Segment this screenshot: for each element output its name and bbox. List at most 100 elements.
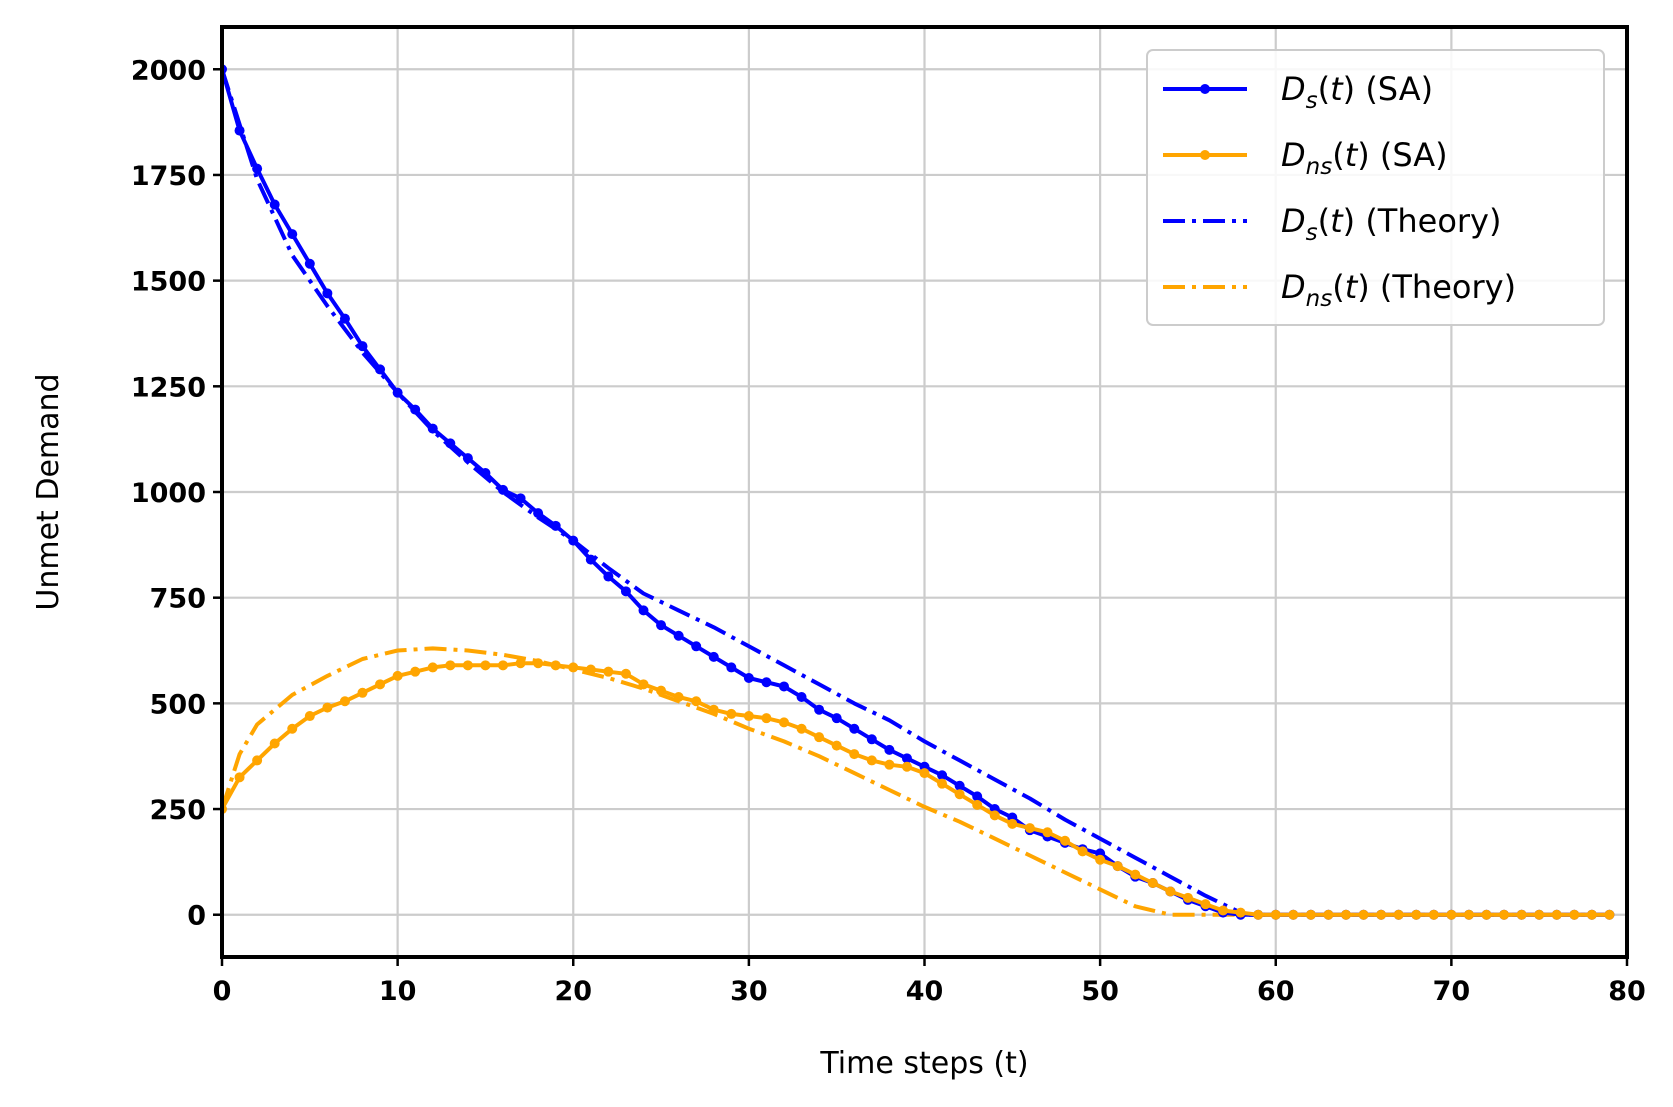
data-point — [585, 664, 596, 675]
data-point — [533, 508, 544, 519]
data-point — [972, 791, 983, 802]
legend: Ds(t) (SA) Dns(t) (SA) Ds(t) (Theory) Dns(t… — [1146, 49, 1605, 326]
axis-ticks: 0 10 20 30 40 50 60 70 80 0 250 500 750 1000 1250 1500 1… — [131, 55, 1646, 1007]
y-tick-label: 250 — [150, 795, 206, 826]
data-point — [339, 696, 350, 707]
x-tick-label: 40 — [906, 976, 944, 1007]
data-point — [1042, 827, 1053, 838]
legend-entry: Dns(t) (Theory) — [1163, 268, 1516, 312]
data-point — [1586, 909, 1597, 920]
data-point — [1077, 846, 1088, 857]
data-point — [585, 554, 596, 565]
data-point — [1130, 869, 1141, 880]
data-point — [357, 341, 368, 352]
legend-entry: Dns(t) (SA) — [1163, 136, 1448, 180]
x-tick-label: 0 — [213, 976, 232, 1007]
legend-label: Ds(t) (Theory) — [1281, 202, 1501, 246]
data-point — [515, 493, 526, 504]
grid-lines — [220, 27, 1629, 957]
data-point — [779, 717, 789, 728]
data-point — [954, 789, 965, 800]
y-tick-label: 1000 — [131, 478, 206, 509]
data-point — [954, 780, 965, 791]
data-point — [1446, 909, 1457, 920]
data-point — [357, 687, 368, 698]
data-point — [427, 662, 438, 673]
data-point — [1341, 909, 1351, 920]
data-point — [656, 685, 667, 696]
y-tick-label: 1250 — [131, 372, 206, 403]
data-point — [550, 520, 561, 531]
data-point — [638, 605, 649, 616]
data-point — [989, 810, 1000, 821]
data-point — [691, 696, 702, 707]
data-point — [796, 692, 807, 703]
data-point — [1024, 823, 1035, 834]
data-point — [1604, 909, 1615, 920]
legend-label: Ds(t) (SA) — [1281, 70, 1433, 114]
data-point — [1569, 909, 1580, 920]
data-point — [375, 679, 386, 690]
data-point — [603, 666, 614, 677]
data-point — [1534, 909, 1545, 920]
legend-entry: Ds(t) (Theory) — [1163, 202, 1501, 246]
data-point — [1270, 909, 1281, 920]
data-point — [392, 387, 403, 398]
data-point — [814, 732, 825, 743]
data-point — [866, 755, 877, 766]
data-point — [533, 658, 544, 669]
data-point — [427, 423, 438, 434]
data-point — [743, 711, 754, 722]
data-point — [568, 662, 579, 673]
data-point — [462, 453, 473, 464]
data-point — [884, 744, 895, 755]
data-point — [1323, 909, 1334, 920]
data-point — [901, 753, 912, 764]
data-point — [269, 199, 280, 210]
legend-box — [1146, 49, 1605, 326]
data-point — [462, 660, 473, 671]
data-point — [884, 759, 895, 770]
data-point — [1147, 878, 1158, 889]
data-point — [252, 755, 263, 766]
y-tick-label: 750 — [150, 584, 206, 615]
data-point — [392, 670, 403, 681]
data-point — [1393, 909, 1404, 920]
data-point — [480, 467, 491, 478]
data-point — [603, 571, 614, 582]
data-point — [1200, 899, 1211, 910]
data-point — [761, 713, 772, 724]
data-point — [1463, 909, 1474, 920]
series-1 — [222, 658, 1615, 920]
data-point — [1112, 861, 1123, 872]
data-point — [515, 658, 526, 669]
plot-series — [222, 64, 1615, 920]
x-tick-label: 60 — [1257, 976, 1295, 1007]
x-axis-label: Time steps (t) — [819, 1046, 1028, 1081]
data-point — [410, 666, 421, 677]
data-point — [339, 313, 350, 324]
series-line — [222, 661, 1610, 917]
data-point — [1253, 909, 1264, 920]
data-point — [1165, 886, 1176, 897]
y-tick-label: 1750 — [131, 161, 206, 192]
data-point — [796, 723, 807, 734]
data-point — [814, 704, 825, 715]
y-tick-label: 2000 — [131, 55, 206, 86]
data-point — [726, 708, 737, 719]
data-point — [287, 229, 298, 240]
data-point — [620, 668, 631, 679]
data-point — [849, 749, 860, 760]
data-point — [779, 681, 789, 692]
data-point — [919, 768, 930, 779]
data-point — [269, 738, 280, 749]
data-point — [1288, 909, 1299, 920]
y-tick-label: 1500 — [131, 267, 206, 298]
legend-label: Dns(t) (SA) — [1281, 136, 1448, 180]
data-point — [1095, 854, 1106, 865]
data-point — [410, 404, 421, 415]
legend-marker — [1200, 84, 1210, 94]
data-point — [252, 163, 263, 174]
